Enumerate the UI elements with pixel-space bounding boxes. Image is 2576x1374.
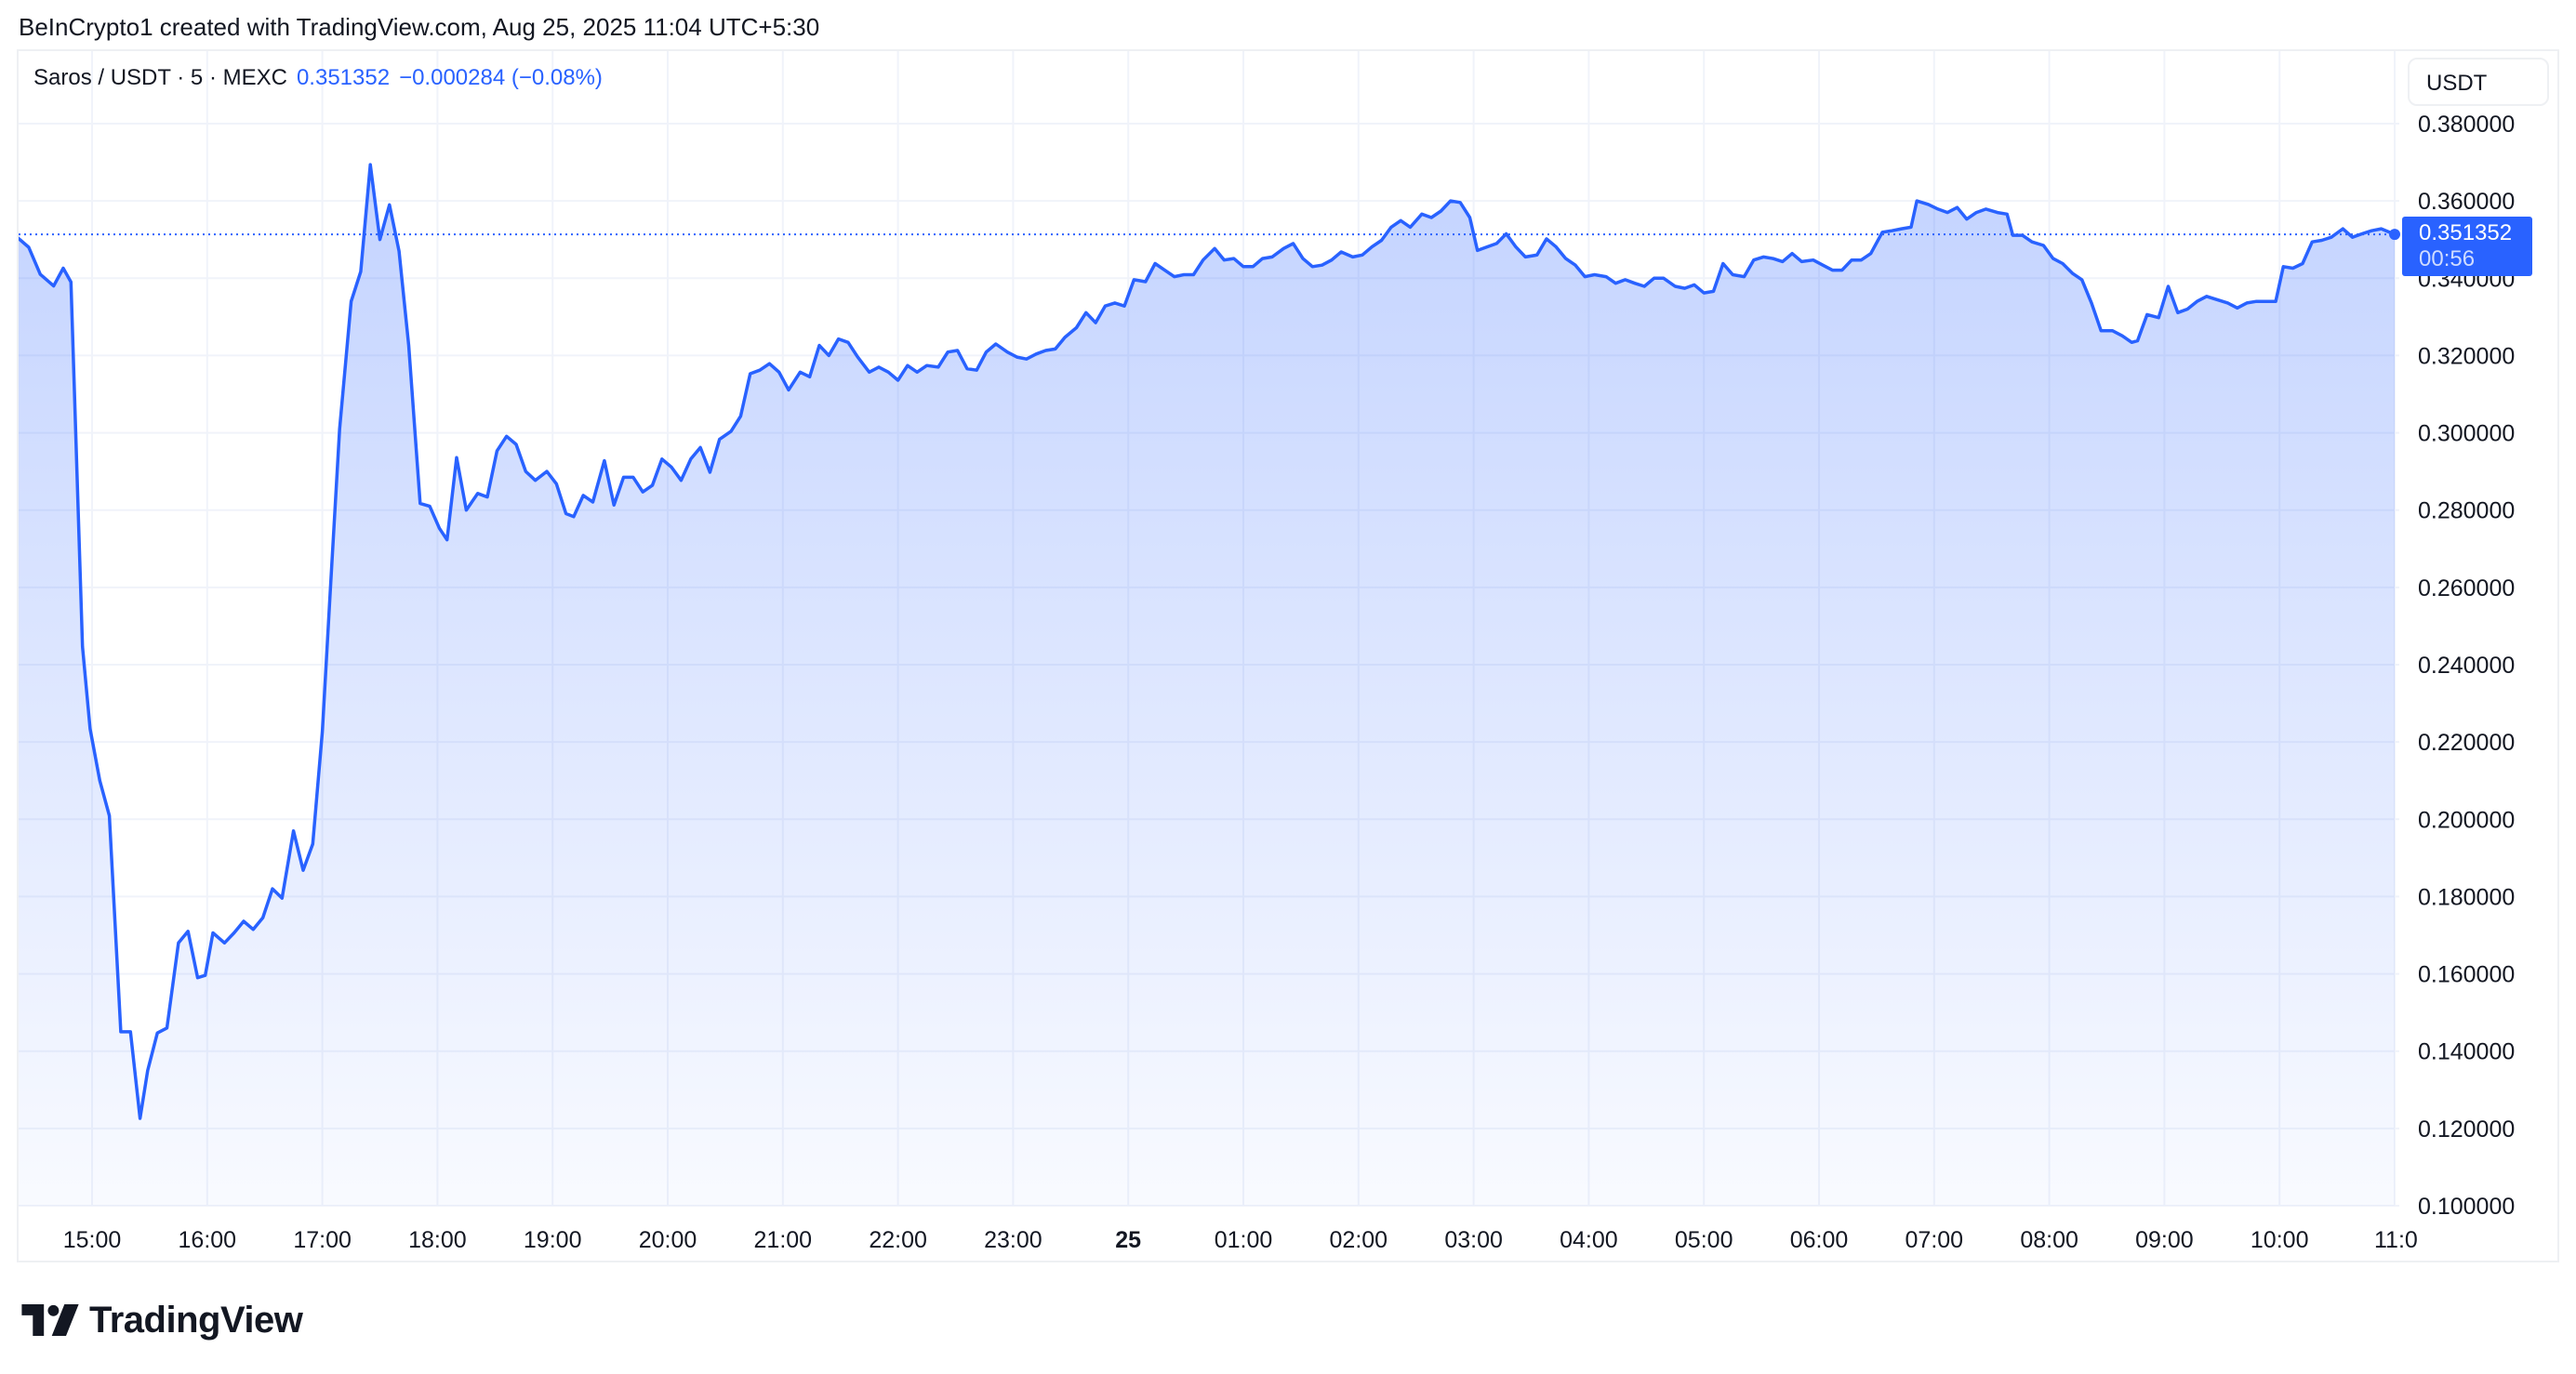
y-tick-label: 0.300000	[2418, 421, 2515, 447]
y-tick-label: 0.180000	[2418, 884, 2515, 910]
x-tick-label: 19:00	[524, 1227, 582, 1253]
y-tick-label: 0.280000	[2418, 498, 2515, 524]
price-change: −0.000284 (−0.08%)	[399, 65, 603, 90]
y-tick-label: 0.100000	[2418, 1194, 2515, 1220]
price-line	[19, 163, 2396, 1120]
tradingview-logo[interactable]: TradingView	[20, 1298, 303, 1342]
y-tick-label: 0.360000	[2418, 189, 2515, 215]
x-tick-label: 03:00	[1444, 1227, 1503, 1253]
y-tick-label: 0.260000	[2418, 575, 2515, 601]
x-tick-label: 02:00	[1330, 1227, 1388, 1253]
y-tick-label: 0.240000	[2418, 653, 2515, 679]
last-price-dot	[2389, 229, 2400, 241]
x-tick-label: 25	[1115, 1227, 1141, 1253]
symbol-name[interactable]: Saros / USDT · 5 · MEXC	[33, 65, 287, 90]
x-tick-label: 15:00	[63, 1227, 122, 1253]
x-tick-label: 08:00	[2020, 1227, 2078, 1253]
y-tick-label: 0.320000	[2418, 343, 2515, 369]
x-tick-label: 18:00	[408, 1227, 467, 1253]
x-tick-label: 11:0	[2374, 1227, 2418, 1253]
tradingview-logo-icon	[21, 1304, 79, 1336]
last-price: 0.351352	[296, 65, 391, 90]
x-tick-label: 05:00	[1675, 1227, 1733, 1253]
x-tick-label: 07:00	[1905, 1227, 1964, 1253]
currency-button[interactable]: USDT	[2408, 58, 2549, 106]
x-tick-label: 01:00	[1215, 1227, 1273, 1253]
x-tick-label: 20:00	[639, 1227, 697, 1253]
x-axis[interactable]: 15:00 16:00 17:00 18:00 19:00 20:00 21:00 22:00…	[63, 1227, 2418, 1253]
last-price-label: 0.351352	[2419, 220, 2513, 245]
last-price-tag: 0.351352 00:56	[2402, 217, 2532, 276]
y-tick-label: 0.380000	[2418, 112, 2515, 138]
symbol-legend: Saros / USDT · 5 · MEXC 0.351352 −0.000284…	[33, 65, 603, 91]
x-tick-label: 04:00	[1560, 1227, 1618, 1253]
area-fill	[19, 165, 2395, 1206]
y-tick-label: 0.200000	[2418, 807, 2515, 833]
x-tick-label: 22:00	[869, 1227, 927, 1253]
series	[19, 163, 2396, 1206]
chart-caption: BeInCrypto1 created with TradingView.com…	[19, 13, 820, 41]
y-tick-label: 0.140000	[2418, 1039, 2515, 1065]
x-tick-label: 23:00	[984, 1227, 1042, 1253]
x-tick-label: 16:00	[179, 1227, 237, 1253]
y-tick-label: 0.120000	[2418, 1116, 2515, 1143]
y-axis: 0.3800000.3600000.3400000.3200000.300000…	[2418, 112, 2515, 1220]
y-tick-label: 0.160000	[2418, 962, 2515, 988]
x-tick-label: 21:00	[754, 1227, 813, 1253]
chart-frame	[17, 49, 2559, 1262]
logo-text: TradingView	[89, 1299, 303, 1341]
y-tick-label: 0.220000	[2418, 730, 2515, 756]
x-tick-label: 17:00	[293, 1227, 352, 1253]
x-tick-label: 10:00	[2251, 1227, 2309, 1253]
x-tick-label: 09:00	[2135, 1227, 2194, 1253]
candle-countdown: 00:56	[2419, 246, 2476, 271]
x-tick-label: 06:00	[1790, 1227, 1849, 1253]
